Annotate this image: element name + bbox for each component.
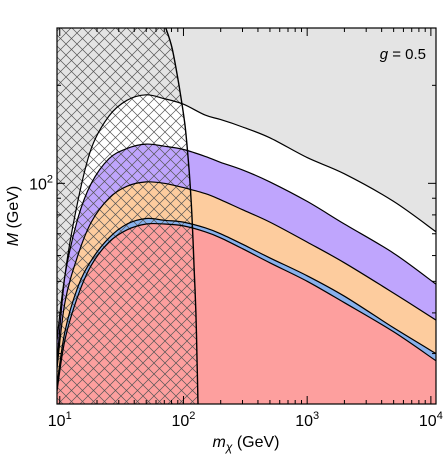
- relic-boundary-line: [165, 28, 199, 404]
- hatched-excluded: [57, 28, 198, 404]
- purple-band-edge: [57, 143, 436, 341]
- x-tick-label: 103: [295, 410, 319, 430]
- plot-frame: [56, 27, 437, 405]
- hatch-layer: [57, 28, 198, 404]
- plot-area: [57, 28, 436, 404]
- ticks-layer: 101 102 103 104 102: [29, 27, 443, 430]
- lines-layer: [57, 28, 436, 404]
- blue-band-edge: [57, 217, 436, 386]
- red-band-edge: [57, 222, 436, 392]
- x-axis-label: mχ (GeV): [212, 434, 279, 454]
- orange-band-edge: [57, 181, 436, 369]
- annotation-coupling: g = 0.5: [380, 46, 426, 63]
- x-tick-label: 102: [172, 410, 196, 430]
- y-axis-label: M (GeV): [5, 186, 22, 246]
- x-tick-label: 104: [419, 410, 443, 430]
- y-tick-label: 102: [29, 173, 53, 193]
- x-tick-label: 101: [48, 410, 72, 430]
